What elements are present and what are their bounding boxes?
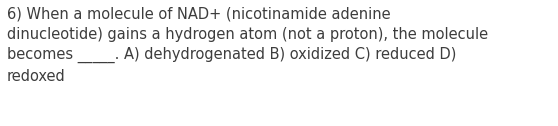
Text: 6) When a molecule of NAD+ (nicotinamide adenine
dinucleotide) gains a hydrogen : 6) When a molecule of NAD+ (nicotinamide… <box>7 6 488 84</box>
